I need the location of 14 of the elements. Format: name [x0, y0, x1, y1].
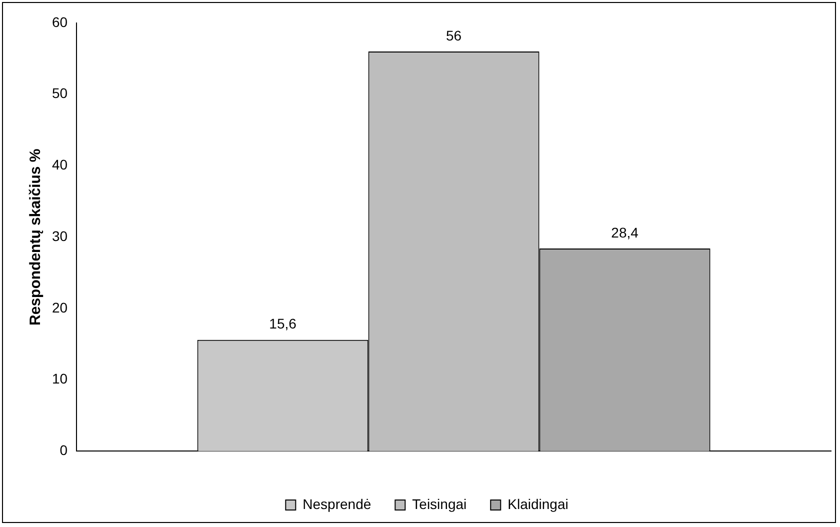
- data-label: 56: [446, 27, 462, 44]
- data-label: 15,6: [269, 316, 297, 332]
- y-tick-label: 50: [52, 85, 68, 102]
- y-tick-label: 10: [52, 370, 68, 387]
- y-tick-label: 30: [52, 228, 68, 244]
- data-label: 28,4: [611, 224, 639, 240]
- y-tick-label: 60: [52, 14, 68, 30]
- y-tick-label: 20: [52, 299, 68, 316]
- y-tick-label: 40: [52, 156, 68, 173]
- y-axis-title: Respondentų skaičius %: [27, 148, 44, 326]
- legend-label: Teisingai: [412, 496, 467, 512]
- y-tick-label: 0: [60, 442, 68, 458]
- legend-label: Nesprendė: [302, 496, 372, 512]
- legend-label: Klaidingai: [508, 496, 568, 512]
